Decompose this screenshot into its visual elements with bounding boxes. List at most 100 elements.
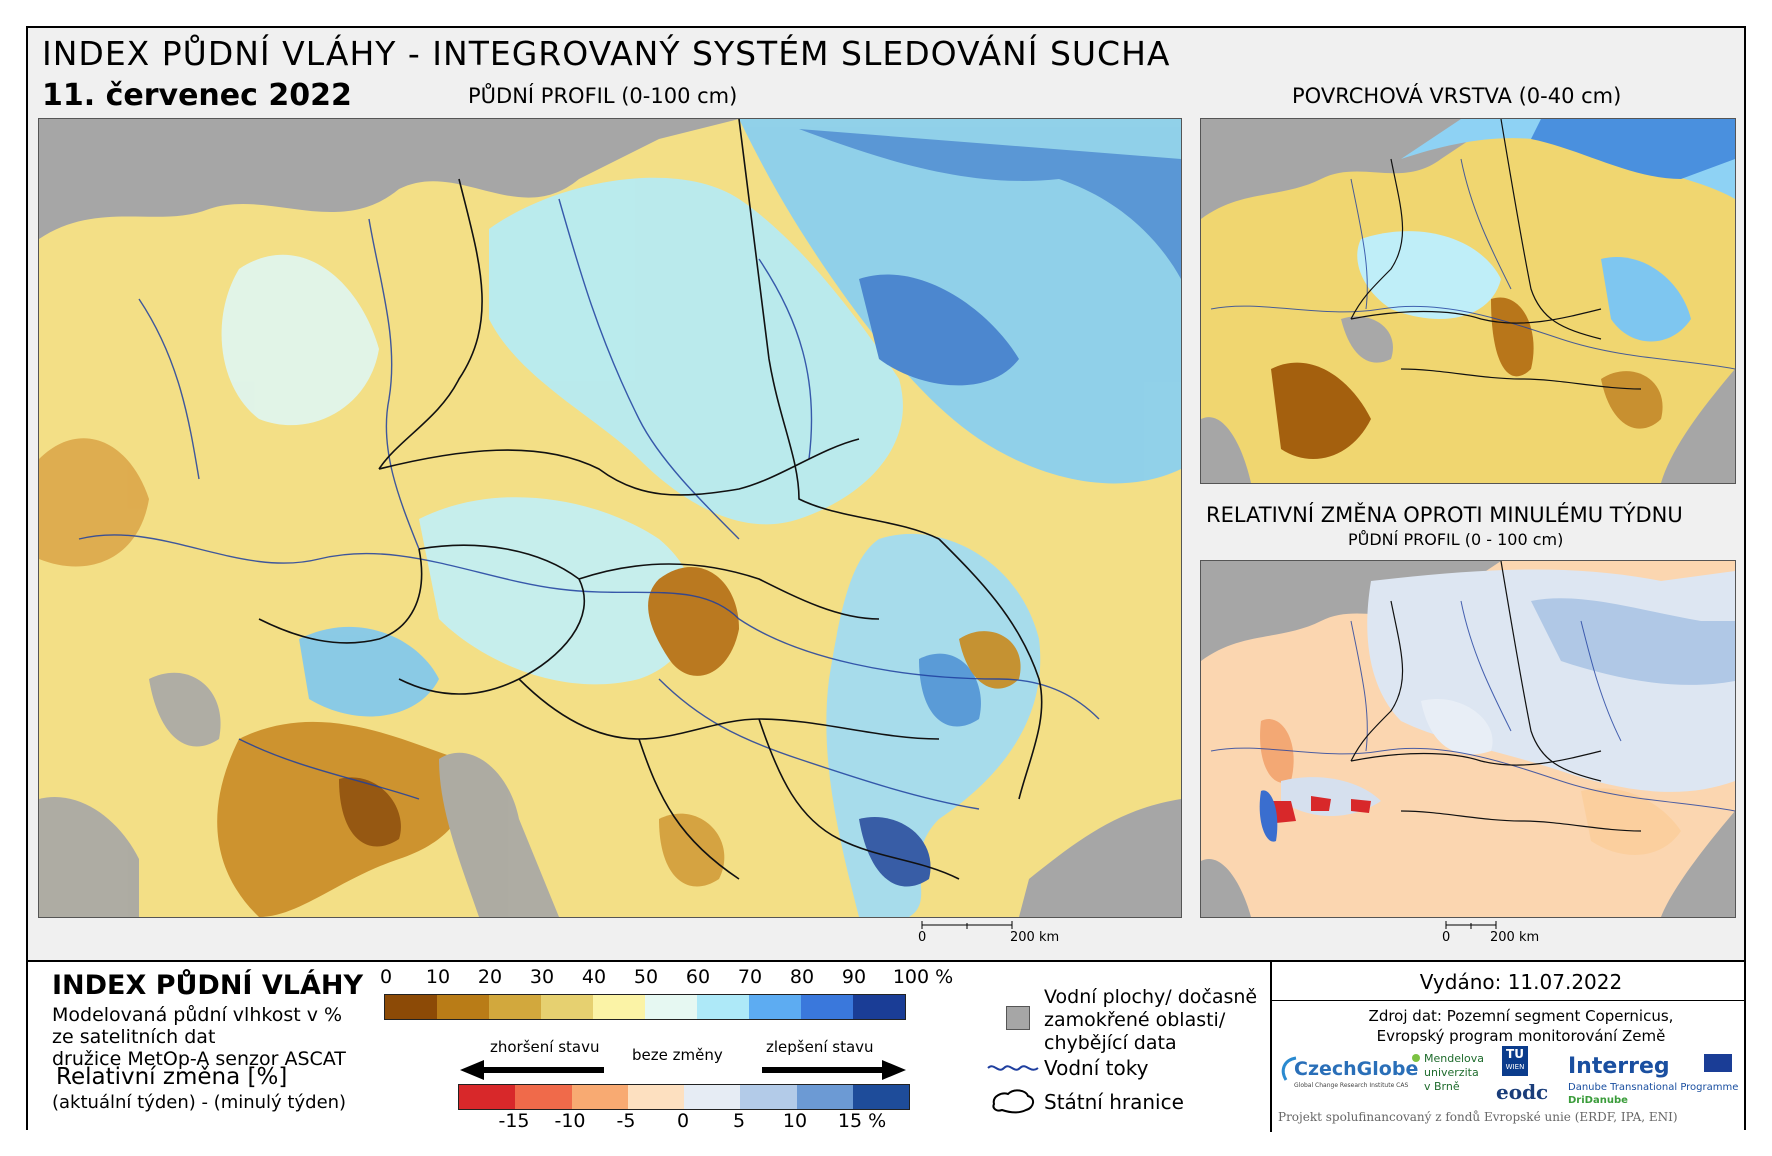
index-color-swatch <box>853 995 905 1019</box>
change-tick: 10 <box>782 1110 808 1132</box>
change-color-swatch <box>796 1085 853 1109</box>
main-map-title: PŮDNÍ PROFIL (0-100 cm) <box>468 84 738 108</box>
index-tick: 60 <box>685 966 711 988</box>
change-map-title: RELATIVNÍ ZMĚNA OPROTI MINULÉMU TÝDNU <box>1206 503 1683 527</box>
water-label-1: Vodní plochy/ dočasně <box>1044 986 1258 1008</box>
small-scalebar-graphic <box>1445 921 1497 929</box>
eu-flag-icon <box>1704 1054 1732 1072</box>
index-tick: 30 <box>529 966 555 988</box>
change-tick: 15 % <box>837 1110 887 1132</box>
legend-divider <box>1270 962 1272 1132</box>
main-scalebar: 0 200 km <box>918 919 1059 945</box>
map-poster: INDEX PŮDNÍ VLÁHY - INTEGROVANÝ SYSTÉM S… <box>26 26 1746 1132</box>
interreg-logo: Interreg <box>1568 1054 1670 1079</box>
surface-map-title: POVRCHOVÁ VRSTVA (0-40 cm) <box>1292 84 1622 108</box>
main-scale-zero: 0 <box>918 930 927 945</box>
change-color-swatch <box>571 1085 628 1109</box>
river-line-icon <box>987 1065 1039 1071</box>
legend-desc-2: ze satelitních dat <box>52 1026 216 1048</box>
dridanube-text: DriDanube <box>1568 1095 1628 1106</box>
info-divider <box>1272 1000 1744 1001</box>
source-line-2: Evropský program monitorování Země <box>1376 1027 1666 1045</box>
nochange-label: beze změny <box>632 1046 723 1064</box>
relative-change-desc: (aktuální týden) - (minulý týden) <box>52 1092 347 1113</box>
water-legend-text: Vodní plochy/ dočasně zamokřené oblasti/… <box>1044 986 1257 1055</box>
index-tick: 40 <box>581 966 607 988</box>
index-tick: 20 <box>477 966 503 988</box>
index-color-swatch <box>541 995 593 1019</box>
index-color-swatch <box>437 995 489 1019</box>
eodc-logo: eodc <box>1496 1080 1549 1104</box>
index-tick: 100 % <box>892 966 954 988</box>
tu-text: TU <box>1506 1047 1524 1061</box>
czechglobe-subtitle: Global Change Research Institute CAS <box>1294 1082 1409 1089</box>
worse-arrow-icon <box>460 1060 604 1080</box>
water-label-2: zamokřené oblasti/ <box>1044 1009 1226 1031</box>
index-tick: 10 <box>425 966 451 988</box>
change-color-swatch <box>684 1085 741 1109</box>
index-tick: 80 <box>789 966 815 988</box>
small-scale-distance: 200 km <box>1490 930 1540 945</box>
change-tick: 5 <box>732 1110 746 1132</box>
change-color-swatch <box>627 1085 684 1109</box>
index-color-swatch <box>385 995 437 1019</box>
scalebar-graphic <box>921 921 1013 929</box>
index-tick: 50 <box>633 966 659 988</box>
czechglobe-swirl-icon <box>1281 1056 1297 1081</box>
index-tick: 90 <box>841 966 867 988</box>
index-tick: 0 <box>379 966 393 988</box>
worse-label: zhoršení stavu <box>490 1038 600 1056</box>
change-tick: 0 <box>676 1110 690 1132</box>
index-color-swatch <box>593 995 645 1019</box>
mendel-line-3: v Brně <box>1424 1080 1460 1093</box>
change-color-swatch <box>740 1085 797 1109</box>
change-color-swatch <box>852 1085 909 1109</box>
data-source: Zdroj dat: Pozemní segment Copernicus, E… <box>1298 1006 1744 1046</box>
change-tick: -5 <box>616 1110 636 1132</box>
index-tick: 70 <box>737 966 763 988</box>
surface-layer-map <box>1200 118 1736 484</box>
rivers-label: Vodní toky <box>1044 1056 1149 1080</box>
main-title: INDEX PŮDNÍ VLÁHY - INTEGROVANÝ SYSTÉM S… <box>42 34 1171 73</box>
change-tick: -15 <box>498 1110 530 1132</box>
index-color-swatch <box>697 995 749 1019</box>
change-color-swatch <box>459 1085 516 1109</box>
legend-panel: INDEX PŮDNÍ VLÁHY Modelovaná půdní vlhko… <box>28 960 1744 1132</box>
legend-desc-3: družice MetOp-A senzor ASCAT <box>52 1048 346 1070</box>
main-scale-distance: 200 km <box>1010 930 1060 945</box>
wien-text: WIEN <box>1505 1063 1525 1071</box>
border-outline-icon <box>992 1089 1034 1114</box>
change-map-subtitle: PŮDNÍ PROFIL (0 - 100 cm) <box>1348 530 1564 549</box>
mendel-dot-icon <box>1412 1054 1420 1062</box>
water-swatch <box>1006 1006 1030 1030</box>
weekly-change-map-graphic <box>1201 561 1735 917</box>
change-tick: -10 <box>554 1110 586 1132</box>
czechglobe-name: CzechGlobe <box>1294 1058 1419 1080</box>
relative-change-title: Relativní změna [%] <box>56 1064 288 1090</box>
mendel-line-1: Mendelova <box>1424 1052 1485 1065</box>
borders-label: Státní hranice <box>1044 1090 1184 1114</box>
index-color-swatch <box>645 995 697 1019</box>
soil-profile-map <box>38 118 1182 918</box>
legend-title: INDEX PŮDNÍ VLÁHY <box>52 970 364 1001</box>
water-label-3: chybějící data <box>1044 1032 1177 1054</box>
issue-date-title: 11. červenec 2022 <box>42 78 352 113</box>
change-color-swatch <box>515 1085 572 1109</box>
issued-date: Vydáno: 11.07.2022 <box>1419 970 1623 994</box>
better-label: zlepšení stavu <box>766 1038 874 1056</box>
eu-cofinancing-note: Projekt spolufinancovaný z fondů Evropsk… <box>1278 1110 1678 1124</box>
legend-desc-1: Modelovaná půdní vlhkost v % <box>52 1004 343 1026</box>
index-colorbar <box>384 994 906 1020</box>
index-color-swatch <box>801 995 853 1019</box>
danube-programme-text: Danube Transnational Programme <box>1568 1082 1739 1093</box>
small-scalebar: 0 200 km <box>1442 919 1539 945</box>
change-arrows <box>460 1060 906 1080</box>
tu-wien-logo: TU WIEN <box>1502 1046 1528 1076</box>
index-color-swatch <box>749 995 801 1019</box>
surface-layer-map-graphic <box>1201 119 1735 483</box>
weekly-change-map <box>1200 560 1736 918</box>
change-colorbar <box>458 1084 910 1110</box>
soil-profile-map-graphic <box>39 119 1181 917</box>
mendel-line-2: univerzita <box>1424 1066 1479 1079</box>
better-arrow-icon <box>762 1060 906 1080</box>
